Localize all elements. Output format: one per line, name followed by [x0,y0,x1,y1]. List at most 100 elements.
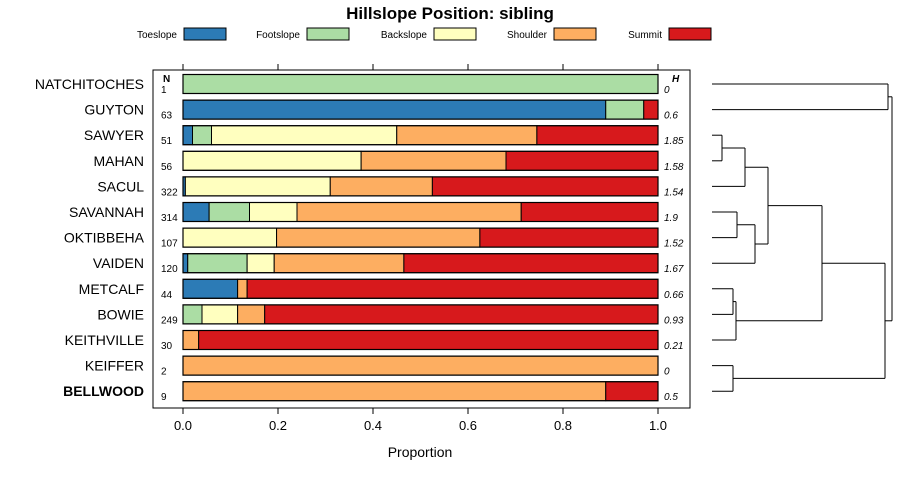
n-value-bellwood: 9 [161,392,167,403]
series-label-keithville: KEITHVILLE [65,332,144,348]
legend-label-footslope: Footslope [256,30,300,41]
n-value-vaiden: 120 [161,264,178,275]
series-label-vaiden: VAIDEN [93,255,144,271]
h-value-bellwood: 0.5 [664,392,678,403]
series-label-guyton: GUYTON [84,102,144,118]
n-value-metcalf: 44 [161,290,173,301]
n-value-savannah: 314 [161,213,178,224]
n-value-sawyer: 51 [161,136,173,147]
series-label-oktibbeha: OKTIBBEHA [64,230,145,246]
plot-frame [152,69,691,409]
x-axis: 0.0 0.2 0.4 0.6 0.8 1.0 [174,64,667,433]
bar-segment-vaiden-backslope [246,253,275,274]
bar-outline-keiffer [182,355,659,376]
bar-outline-vaiden [182,253,659,274]
x-tick-label-2: 0.4 [364,418,382,433]
bar-segment-bellwood-summit [605,381,659,402]
bar-outline-savannah [182,201,659,223]
bar-segment-sawyer-shoulder [396,125,538,146]
n-value-bowie: 249 [161,315,178,326]
x-tick-label-3: 0.6 [459,418,477,433]
n-value-oktibbeha: 107 [161,239,178,250]
n-value-sacul: 322 [161,187,178,198]
h-value-natchitoches: 0 [664,85,670,96]
bar-segment-sacul-shoulder [329,176,433,197]
bar-outline-mahan [182,150,659,171]
h-value-bowie: 0.93 [664,315,684,326]
bar-segment-savannah-backslope [249,202,298,222]
bar-segment-vaiden-toeslope [182,253,189,274]
legend-label-backslope: Backslope [381,30,428,41]
n-value-keiffer: 2 [161,367,167,378]
h-value-guyton: 0.6 [664,111,678,122]
bar-segment-bowie-footslope [182,304,203,325]
bar-segment-metcalf-toeslope [182,278,239,299]
bar-segment-guyton-footslope [605,99,645,120]
h-value-sacul: 1.54 [664,187,684,198]
bar-segment-sacul-backslope [184,176,331,197]
bar-segment-vaiden-summit [403,253,659,274]
legend-swatch-footslope [306,27,350,41]
bar-outline-keithville [182,329,659,351]
h-value-sawyer: 1.85 [664,136,684,147]
plot-border [152,69,691,409]
x-tick-label-4: 0.8 [554,418,572,433]
x-tick-label-0: 0.0 [174,418,192,433]
bar-row-metcalf [182,278,659,299]
series-label-natchitoches: NATCHITOCHES [35,76,144,92]
legend-swatch-toeslope [183,27,227,41]
n-value-guyton: 63 [161,111,173,122]
bar-row-bowie [182,304,659,325]
bar-segment-mahan-summit [505,150,659,171]
n-value-keithville: 30 [161,341,173,352]
bar-row-keiffer [182,355,659,376]
bar-segment-sawyer-backslope [211,125,398,146]
bar-segment-savannah-footslope [208,202,250,222]
row-labels: N H NATCHITOCHES 1 0 GUYTON 63 0.6 SAWYER 51 1.85 M… [35,74,684,403]
x-tick-label-5: 1.0 [649,418,667,433]
bar-segment-oktibbeha-backslope [182,227,278,248]
series-label-keiffer: KEIFFER [85,358,144,374]
legend: Toeslope Footslope Backslope Shoulder Summit [137,27,712,41]
bar-outline-bellwood [182,381,659,402]
chart-title: Hillslope Position: sibling [346,4,554,23]
h-value-savannah: 1.9 [664,213,678,224]
series-label-bowie: BOWIE [97,306,144,322]
bar-row-mahan [182,150,659,171]
bar-row-savannah [182,201,659,223]
bar-segment-savannah-shoulder [296,202,522,222]
bar-segment-sacul-summit [431,176,659,197]
series-label-savannah: SAVANNAH [69,204,144,220]
legend-swatch-shoulder [553,27,597,41]
h-column-header: H [672,74,680,85]
h-value-oktibbeha: 1.52 [664,239,684,250]
bar-row-natchitoches [182,73,659,95]
legend-label-summit: Summit [628,30,662,41]
series-label-mahan: MAHAN [93,153,144,169]
bar-segment-vaiden-shoulder [273,253,405,274]
h-value-metcalf: 0.66 [664,290,684,301]
bar-segment-guyton-summit [643,99,659,120]
h-value-vaiden: 1.67 [664,264,684,275]
bar-segment-bowie-shoulder [237,304,266,325]
bar-segment-guyton-toeslope [182,99,607,120]
bar-segment-oktibbeha-summit [479,227,659,248]
bar-row-bellwood [182,381,659,402]
bar-outline-natchitoches [182,73,659,95]
h-value-mahan: 1.58 [664,162,684,173]
bar-segment-natchitoches-footslope [182,74,659,94]
bar-segment-sawyer-footslope [192,125,212,146]
bar-segment-savannah-summit [520,202,659,222]
bar-segment-keiffer-shoulder [182,355,659,376]
series-label-sawyer: SAWYER [84,127,144,143]
bar-row-sawyer [182,125,659,146]
bar-row-oktibbeha [182,227,659,248]
bar-segment-keithville-shoulder [182,330,200,350]
bar-segment-bellwood-shoulder [182,381,607,402]
legend-swatch-summit [668,27,712,41]
bar-row-guyton [182,99,659,120]
bar-outline-sacul [182,176,659,197]
h-value-keiffer: 0 [664,367,670,378]
x-tick-label-1: 0.2 [269,418,287,433]
series-label-metcalf: METCALF [79,281,144,297]
